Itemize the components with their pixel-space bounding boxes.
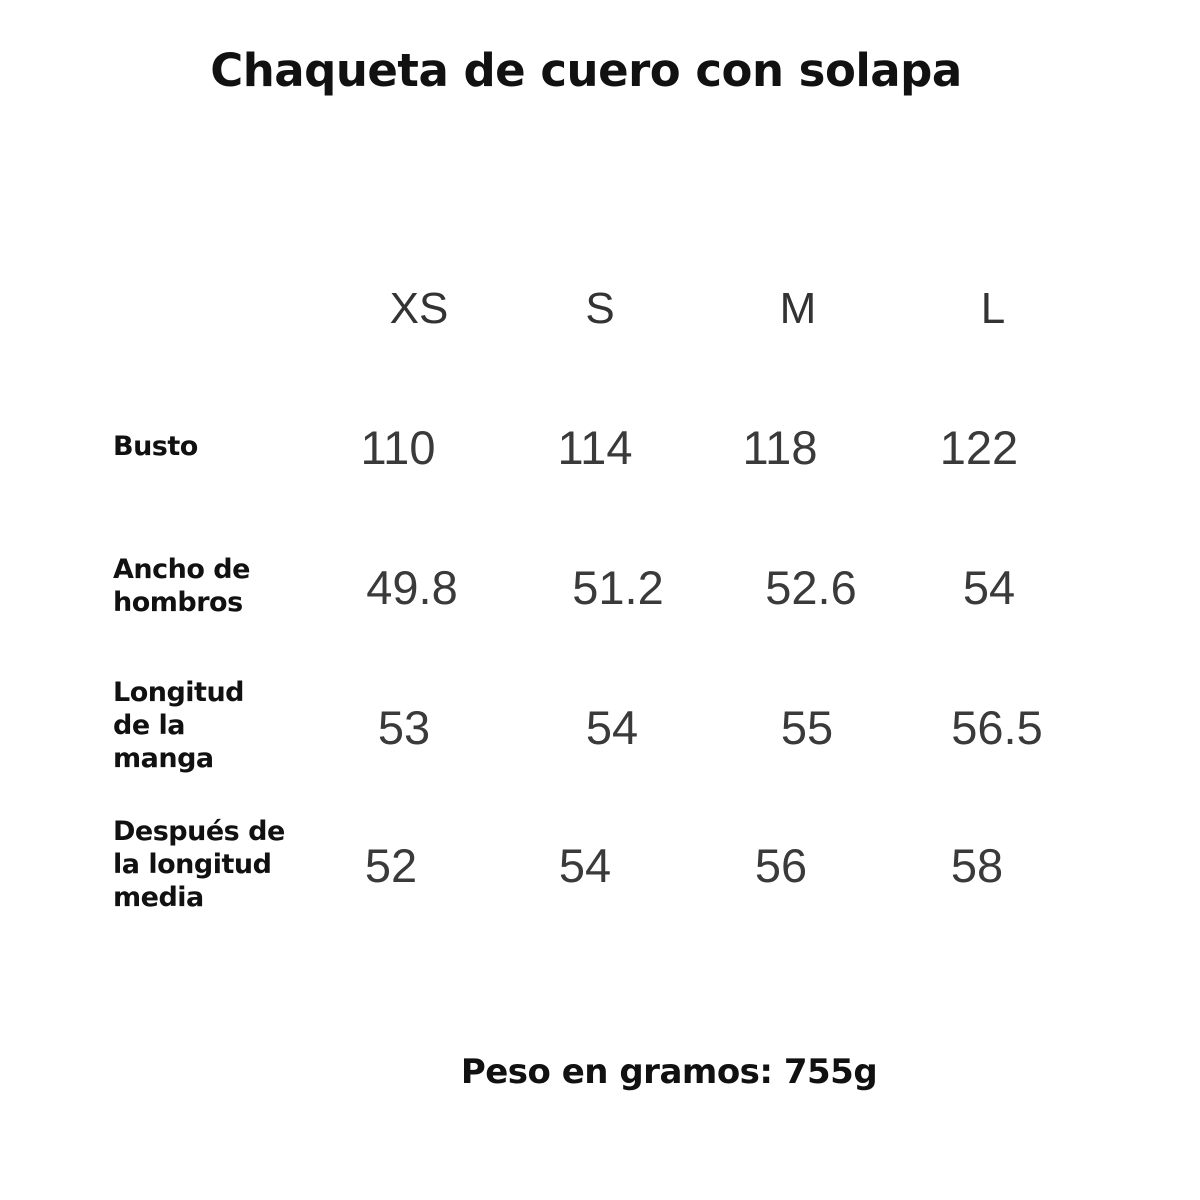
table-cell: 52.6 [765, 561, 857, 614]
table-cell: 110 [360, 421, 436, 474]
size-header-xs: XS [389, 284, 449, 333]
table-cell: 58 [950, 839, 1004, 892]
table-cell: 56.5 [951, 701, 1043, 754]
table-cell: 52 [364, 839, 418, 892]
row-label-longitud-de-la-manga: Longitud de la manga [113, 677, 245, 774]
size-header-m: M [779, 284, 817, 333]
page-title: Chaqueta de cuero con solapa [210, 44, 962, 97]
weight-note: Peso en gramos: 755g [460, 1052, 878, 1092]
size-header-s: S [585, 284, 615, 333]
table-cell: 56 [754, 839, 808, 892]
row-label-ancho-de-hombros: Ancho de hombros [113, 554, 250, 618]
size-header-l: L [980, 284, 1006, 333]
table-cell: 54 [962, 561, 1016, 614]
row-label-busto: Busto [113, 431, 198, 462]
table-cell: 54 [585, 701, 639, 754]
table-cell: 51.2 [572, 561, 664, 614]
table-cell: 114 [557, 421, 633, 474]
row-label-despues-de-la-longitud-media: Después de la longitud media [113, 816, 285, 913]
table-cell: 54 [558, 839, 612, 892]
table-cell: 118 [742, 421, 818, 474]
table-cell: 53 [377, 701, 431, 754]
table-cell: 122 [939, 421, 1019, 474]
table-cell: 55 [780, 701, 834, 754]
table-cell: 49.8 [366, 561, 458, 614]
